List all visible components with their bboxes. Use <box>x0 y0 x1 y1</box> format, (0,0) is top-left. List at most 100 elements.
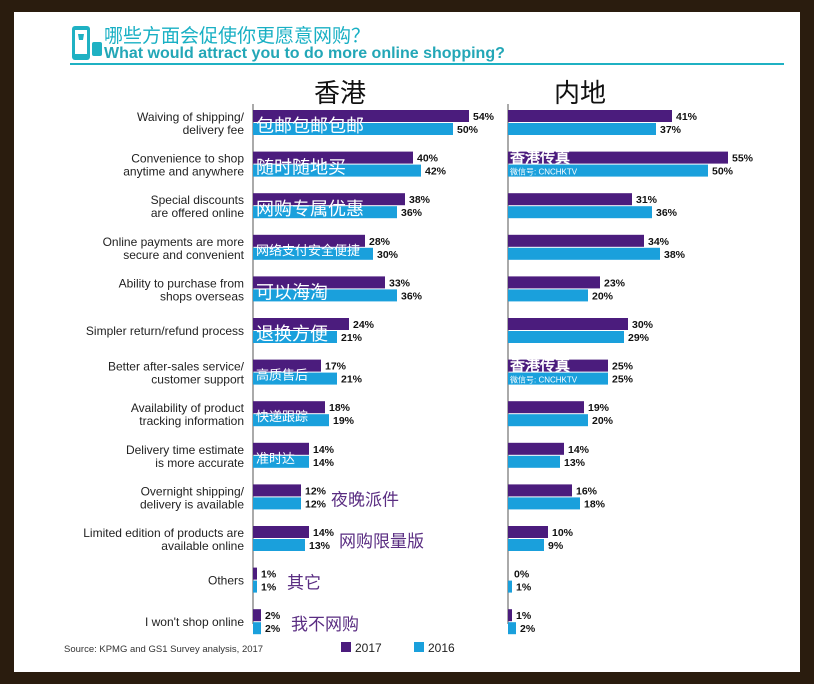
data-label-mainland-2016: 25% <box>612 374 634 386</box>
category-label: Delivery time estimate is more accurate <box>126 443 244 470</box>
data-label-mainland-2017: 16% <box>576 485 598 497</box>
category-label: Special discounts are offered online <box>151 193 245 220</box>
watermark-name: 香港传真 <box>510 149 570 167</box>
data-label-hk-2017: 33% <box>389 277 411 289</box>
data-label-hk-2017: 14% <box>313 444 335 456</box>
data-label-mainland-2016: 36% <box>656 207 678 219</box>
bar-hk-2017 <box>253 567 257 580</box>
title-zh: 哪些方面会促使你更愿意网购？ <box>104 25 370 47</box>
annotation-zh: 退换方便 <box>256 324 328 344</box>
bar-mainland-2017 <box>508 110 672 122</box>
data-label-hk-2017: 14% <box>313 527 335 539</box>
legend-label-2016: 2016 <box>428 641 455 655</box>
bars-layer: Waiving of shipping/delivery fee54%50%包邮… <box>83 104 754 635</box>
annotation-zh: 高质售后 <box>256 368 308 383</box>
bar-mainland-2016 <box>508 622 516 635</box>
bar-hk-2016 <box>253 123 453 135</box>
data-label-mainland-2016: 38% <box>664 249 686 261</box>
data-label-hk-2016: 12% <box>305 498 327 510</box>
bar-mainland-2017 <box>508 526 548 538</box>
bar-hk-2017 <box>253 151 413 164</box>
data-label-mainland-2017: 31% <box>636 194 658 206</box>
data-label-hk-2017: 28% <box>369 236 391 248</box>
bar-mainland-2016 <box>508 455 560 468</box>
bar-hk-2016 <box>253 414 329 427</box>
data-label-hk-2016: 14% <box>313 457 335 469</box>
data-label-mainland-2017: 34% <box>648 236 670 248</box>
data-label-mainland-2016: 29% <box>628 332 650 344</box>
chart: 哪些方面会促使你更愿意网购？ What would attract you to… <box>64 25 784 655</box>
category-label: Ability to purchase from shops overseas <box>119 276 244 303</box>
data-label-hk-2017: 2% <box>265 610 281 622</box>
annotation-zh: 夜晚派件 <box>331 490 399 509</box>
category-label: Online payments are more secure and conve… <box>103 235 245 262</box>
bar-hk-2017 <box>253 276 385 289</box>
data-label-hk-2017: 18% <box>329 402 351 414</box>
bar-mainland-2016 <box>508 414 588 427</box>
shopping-icon <box>72 26 102 60</box>
data-label-mainland-2016: 13% <box>564 457 586 469</box>
bar-mainland-2016 <box>508 331 624 343</box>
bar-mainland-2016 <box>508 123 656 135</box>
data-label-mainland-2017: 23% <box>604 277 626 289</box>
bar-mainland-2017 <box>508 151 728 164</box>
bar-hk-2017 <box>253 193 405 206</box>
category-label: Convenience to shop anytime and anywhere <box>123 152 244 179</box>
category-label: Availability of product tracking informat… <box>131 401 245 428</box>
data-label-mainland-2016: 20% <box>592 290 614 302</box>
data-label-mainland-2017: 19% <box>588 402 610 414</box>
category-label: Others <box>208 574 244 588</box>
bar-hk-2017 <box>253 442 309 455</box>
data-label-mainland-2017: 30% <box>632 319 654 331</box>
data-label-hk-2016: 36% <box>401 290 423 302</box>
annotation-zh: 可以海淘 <box>256 282 328 302</box>
data-label-mainland-2017: 55% <box>732 153 754 165</box>
data-label-mainland-2016: 1% <box>516 582 532 594</box>
data-label-mainland-2016: 18% <box>584 498 606 510</box>
data-label-hk-2016: 13% <box>309 540 331 552</box>
bar-mainland-2016 <box>508 206 652 219</box>
data-label-hk-2017: 38% <box>409 194 431 206</box>
data-label-hk-2017: 24% <box>353 319 375 331</box>
data-label-mainland-2016: 9% <box>548 540 564 552</box>
bar-hk-2016 <box>253 455 309 468</box>
data-label-mainland-2016: 37% <box>660 124 682 136</box>
bar-mainland-2016 <box>508 580 512 593</box>
data-label-hk-2016: 19% <box>333 415 355 427</box>
bar-mainland-2016 <box>508 247 660 260</box>
bar-hk-2016 <box>253 372 337 385</box>
bar-mainland-2017 <box>508 234 644 247</box>
data-label-hk-2016: 21% <box>341 374 363 386</box>
bar-hk-2016 <box>253 164 421 177</box>
data-label-hk-2016: 42% <box>425 166 447 178</box>
annotation-zh: 网购专属优惠 <box>256 199 364 219</box>
bar-mainland-2017 <box>508 193 632 206</box>
bar-hk-2016 <box>253 622 261 635</box>
data-label-mainland-2016: 20% <box>592 415 614 427</box>
bar-mainland-2017 <box>508 318 628 330</box>
watermark-name: 香港传真 <box>510 357 570 375</box>
bar-hk-2016 <box>253 539 305 551</box>
category-label: I won't shop online <box>145 615 244 629</box>
bar-mainland-2016 <box>508 372 608 385</box>
category-label: Overnight shipping/delivery is available <box>140 484 245 511</box>
watermark-id: 微信号: CNCHKTV <box>510 375 578 385</box>
data-label-mainland-2016: 2% <box>520 623 536 635</box>
bar-mainland-2017 <box>508 609 512 622</box>
bar-hk-2017 <box>253 526 309 538</box>
annotation-zh: 网购限量版 <box>339 532 424 551</box>
annotation-zh: 快递跟踪 <box>256 409 308 424</box>
bar-hk-2017 <box>253 234 365 247</box>
bar-mainland-2016 <box>508 539 544 551</box>
data-label-hk-2016: 21% <box>341 332 363 344</box>
bar-hk-2016 <box>253 206 397 219</box>
bar-hk-2017 <box>253 401 325 414</box>
data-label-hk-2016: 1% <box>261 582 277 594</box>
bar-mainland-2017 <box>508 276 600 289</box>
bar-hk-2017 <box>253 484 301 497</box>
annotation-zh: 网络支付安全便捷 <box>256 243 360 258</box>
bar-hk-2017 <box>253 609 261 622</box>
watermark-id: 微信号: CNCHKTV <box>510 167 578 177</box>
source-note: Source: KPMG and GS1 Survey analysis, 20… <box>64 644 263 655</box>
bar-mainland-2016 <box>508 164 708 177</box>
